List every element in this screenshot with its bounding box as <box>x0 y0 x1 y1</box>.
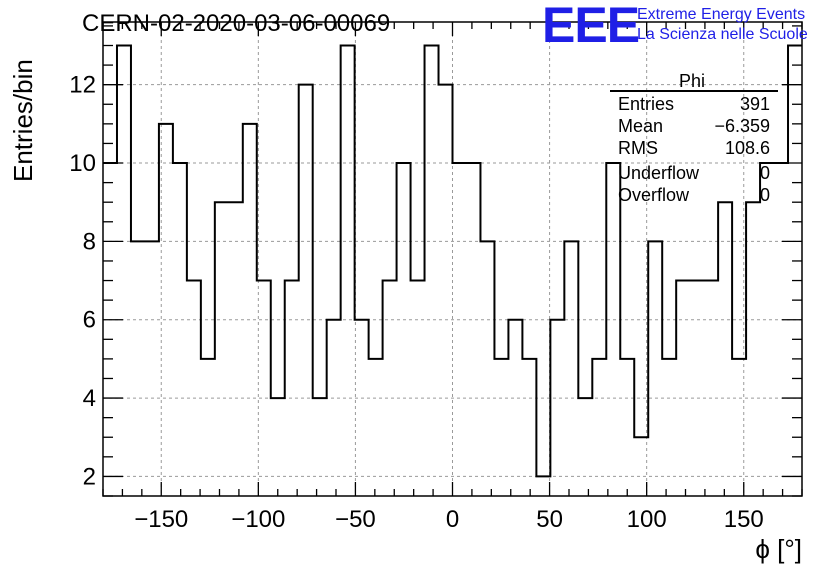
stats-key: RMS <box>618 138 658 158</box>
y-axis-label: Entries/bin <box>8 59 39 182</box>
histogram-line <box>103 44 802 478</box>
stats-value: 108.6 <box>724 138 770 158</box>
y-tick-label: 12 <box>69 72 96 99</box>
chart-title: CERN-02-2020-03-06-00069 <box>82 10 391 37</box>
x-axis-label: ϕ [°] <box>755 534 802 564</box>
x-tick-label: −50 <box>335 506 376 533</box>
logo-line-2: La Scienza nelle Scuole <box>637 26 808 43</box>
tick-labels: −150 −100 −50 0 50 100 150 2 4 6 8 10 12 <box>69 72 763 533</box>
stats-value: −6.359 <box>714 116 770 136</box>
x-tick-label: 50 <box>536 506 563 533</box>
x-tick-label: −100 <box>231 506 285 533</box>
x-tick-label: 0 <box>446 506 459 533</box>
stats-row-entries: Entries 391 <box>618 94 770 116</box>
y-tick-label: 6 <box>83 307 96 334</box>
stats-row-rms: RMS 108.6 <box>618 138 770 160</box>
y-tick-label: 2 <box>83 463 96 490</box>
x-tick-label: −150 <box>134 506 188 533</box>
y-tick-label: 10 <box>69 150 96 177</box>
eee-logo: EEE <box>542 0 640 53</box>
stats-key: Overflow <box>618 185 690 205</box>
stats-title: Phi <box>679 71 706 91</box>
x-tick-label: 100 <box>627 506 667 533</box>
stats-value: 0 <box>759 163 770 183</box>
stats-value: 391 <box>739 94 770 114</box>
stats-row-mean: Mean −6.359 <box>618 116 770 138</box>
y-tick-label: 4 <box>83 385 96 412</box>
stats-value: 0 <box>759 185 770 205</box>
logo-line-1: Extreme Energy Events <box>637 6 806 23</box>
stats-key: Mean <box>618 116 664 136</box>
y-tick-label: 8 <box>83 228 96 255</box>
axis-ticks <box>102 22 803 497</box>
x-tick-label: 150 <box>724 506 764 533</box>
stats-key: Entries <box>618 94 675 114</box>
stats-row-overflow: Overflow 0 <box>618 185 770 207</box>
stats-key: Underflow <box>618 163 700 183</box>
y-axis-label-text: Entries/bin <box>8 59 38 182</box>
stats-row-underflow: Underflow 0 <box>618 163 770 185</box>
